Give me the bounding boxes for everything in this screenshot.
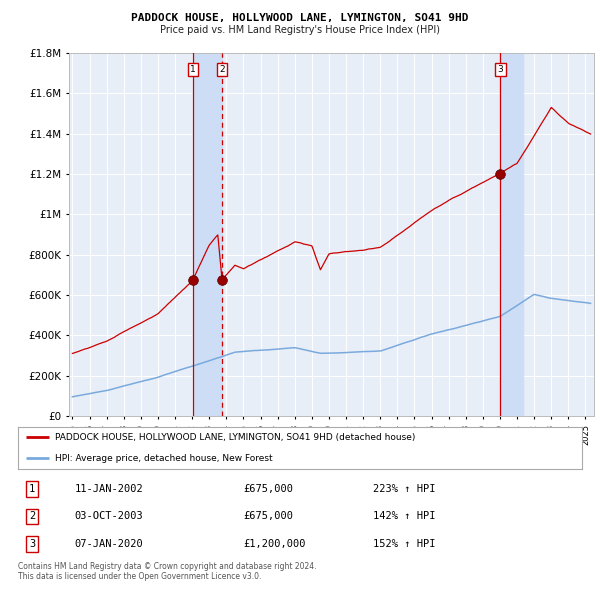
Text: Contains HM Land Registry data © Crown copyright and database right 2024.
This d: Contains HM Land Registry data © Crown c… xyxy=(18,562,317,581)
Text: 223% ↑ HPI: 223% ↑ HPI xyxy=(373,484,436,494)
Text: 142% ↑ HPI: 142% ↑ HPI xyxy=(373,512,436,522)
Text: 3: 3 xyxy=(497,65,503,74)
Text: £675,000: £675,000 xyxy=(244,512,293,522)
Text: 03-OCT-2003: 03-OCT-2003 xyxy=(74,512,143,522)
Text: 1: 1 xyxy=(190,65,196,74)
Text: £1,200,000: £1,200,000 xyxy=(244,539,306,549)
Text: 11-JAN-2002: 11-JAN-2002 xyxy=(74,484,143,494)
Text: 2: 2 xyxy=(219,65,225,74)
Text: PADDOCK HOUSE, HOLLYWOOD LANE, LYMINGTON, SO41 9HD (detached house): PADDOCK HOUSE, HOLLYWOOD LANE, LYMINGTON… xyxy=(55,432,415,442)
Text: 07-JAN-2020: 07-JAN-2020 xyxy=(74,539,143,549)
Text: £675,000: £675,000 xyxy=(244,484,293,494)
Text: HPI: Average price, detached house, New Forest: HPI: Average price, detached house, New … xyxy=(55,454,272,463)
Text: 1: 1 xyxy=(29,484,35,494)
Text: 152% ↑ HPI: 152% ↑ HPI xyxy=(373,539,436,549)
Text: PADDOCK HOUSE, HOLLYWOOD LANE, LYMINGTON, SO41 9HD: PADDOCK HOUSE, HOLLYWOOD LANE, LYMINGTON… xyxy=(131,13,469,23)
Text: 2: 2 xyxy=(29,512,35,522)
Bar xyxy=(193,53,222,416)
Bar xyxy=(500,53,523,416)
Text: Price paid vs. HM Land Registry's House Price Index (HPI): Price paid vs. HM Land Registry's House … xyxy=(160,25,440,35)
Text: 3: 3 xyxy=(29,539,35,549)
